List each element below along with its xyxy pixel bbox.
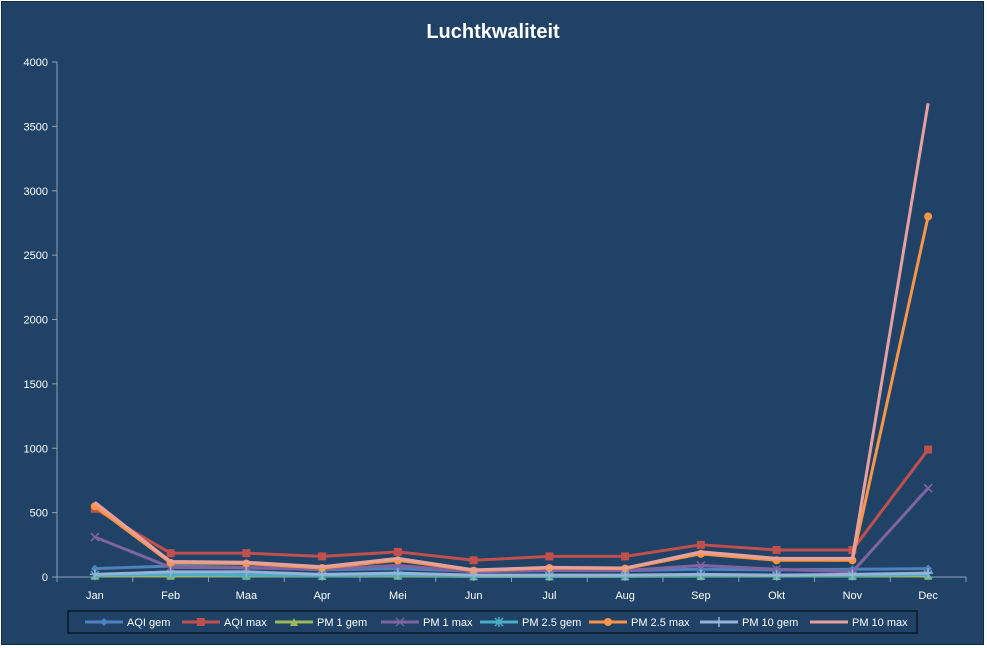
series-pm-10-gem <box>89 566 934 581</box>
data-point-pm-10-gem <box>544 570 555 581</box>
data-point-pm-2-5-max <box>924 212 933 221</box>
data-point-pm-10-gem <box>392 568 403 579</box>
x-tick-label: Maa <box>236 590 258 602</box>
legend-item-aqi-gem: AQI gem <box>85 617 170 629</box>
data-point-pm-10-gem <box>89 569 100 580</box>
y-tick-label: 4000 <box>24 57 48 69</box>
data-point-pm-1-max <box>90 532 100 542</box>
legend-item-pm-1-max: PM 1 max <box>381 617 473 629</box>
data-point-pm-10-gem <box>847 569 858 580</box>
legend-item-pm-10-gem: PM 10 gem <box>700 617 798 629</box>
legend-item-pm-2-5-max: PM 2.5 max <box>589 617 690 629</box>
legend-marker-pm-1-max <box>395 617 405 627</box>
chart-title: Luchtkwaliteit <box>426 21 560 43</box>
legend-marker-pm-10-gem <box>714 617 724 627</box>
data-point-pm-1-max <box>696 560 706 570</box>
y-tick-label: 0 <box>42 572 48 584</box>
y-tick-label: 1000 <box>24 443 48 455</box>
legend-label-pm-1-gem: PM 1 gem <box>317 617 367 629</box>
data-point-aqi-max <box>545 552 554 561</box>
series-line-pm-2-5-max <box>93 216 930 573</box>
data-point-pm-10-gem <box>241 566 252 577</box>
data-point-aqi-max <box>242 549 251 558</box>
legend-label-pm-10-gem: PM 10 gem <box>742 617 798 629</box>
x-tick-label: Feb <box>161 590 180 602</box>
data-point-aqi-max <box>318 552 327 561</box>
legend-marker-aqi-gem <box>100 618 108 626</box>
legend-label-pm-2-5-gem: PM 2.5 gem <box>522 617 581 629</box>
series-line-aqi-max <box>94 448 930 562</box>
legend-label-pm-1-max: PM 1 max <box>423 617 473 629</box>
y-tick-label: 1500 <box>24 379 48 391</box>
data-point-pm-10-gem <box>165 566 176 577</box>
series-line-pm-1-max <box>94 487 930 574</box>
data-point-pm-10-gem <box>923 568 934 579</box>
series-line-pm-10-gem <box>94 570 929 577</box>
data-point-aqi-max <box>469 556 478 565</box>
data-point-pm-1-max <box>772 564 782 574</box>
data-point-aqi-max <box>166 549 175 558</box>
legend-item-aqi-max: AQI max <box>182 617 267 629</box>
x-tick-label: Apr <box>314 590 331 602</box>
y-tick-label: 3500 <box>24 121 48 133</box>
x-tick-label: Jan <box>86 590 104 602</box>
data-point-aqi-gem <box>90 564 99 573</box>
legend-marker-aqi-max <box>197 618 205 626</box>
legend-item-pm-1-gem: PM 1 gem <box>275 617 367 629</box>
data-point-aqi-max <box>621 552 630 561</box>
data-point-pm-1-max <box>923 483 933 493</box>
data-point-aqi-max <box>393 547 402 556</box>
x-tick-label: Mei <box>389 590 407 602</box>
series-line-pm-10-max <box>93 102 930 572</box>
y-tick-label: 2000 <box>24 315 48 327</box>
legend-label-pm-2-5-max: PM 2.5 max <box>631 617 690 629</box>
legend-label-aqi-gem: AQI gem <box>127 617 170 629</box>
x-tick-label: Aug <box>615 590 635 602</box>
x-tick-label: Okt <box>768 590 785 602</box>
x-tick-label: Sep <box>691 590 711 602</box>
y-tick-label: 2500 <box>24 250 48 262</box>
legend-marker-pm-2-5-gem <box>494 617 504 627</box>
series-aqi-max <box>90 445 933 565</box>
series-pm-2-5-max <box>90 212 933 575</box>
legend-item-pm-10-max: PM 10 max <box>810 617 908 629</box>
legend-marker-pm-1-gem <box>290 618 298 626</box>
y-tick-label: 3000 <box>24 186 48 198</box>
y-tick-label: 500 <box>30 508 48 520</box>
x-tick-label: Jun <box>465 590 483 602</box>
legend-item-pm-2-5-gem: PM 2.5 gem <box>480 617 581 629</box>
series-pm-10-max <box>93 102 930 572</box>
data-point-pm-10-gem <box>771 570 782 581</box>
legend-label-pm-10-max: PM 10 max <box>852 617 908 629</box>
x-tick-label: Nov <box>843 590 863 602</box>
data-point-pm-10-gem <box>620 570 631 581</box>
data-point-pm-10-gem <box>468 570 479 581</box>
x-tick-label: Dec <box>918 590 938 602</box>
data-point-aqi-max <box>696 540 705 549</box>
data-point-aqi-max <box>772 545 781 554</box>
legend-box <box>67 610 918 634</box>
legend-marker-pm-2-5-max <box>604 618 612 626</box>
data-point-pm-10-gem <box>695 569 706 580</box>
data-point-aqi-max <box>924 445 933 454</box>
legend-label-aqi-max: AQI max <box>224 617 267 629</box>
x-tick-label: Jul <box>542 590 556 602</box>
data-point-pm-10-gem <box>317 569 328 580</box>
